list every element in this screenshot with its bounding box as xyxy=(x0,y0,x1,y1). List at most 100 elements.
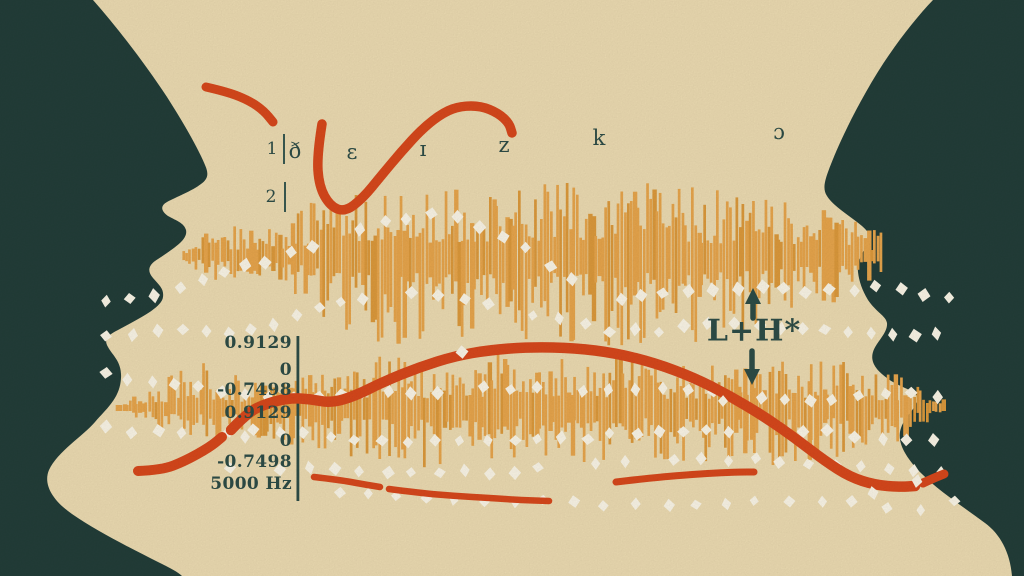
formant-diamond xyxy=(481,296,496,311)
waveform-bar xyxy=(804,398,807,433)
formant-diamond xyxy=(630,427,644,442)
waveform-bar xyxy=(514,212,517,322)
waveform-bar xyxy=(604,207,607,341)
waveform-bar xyxy=(703,205,706,275)
formant-diamond xyxy=(822,282,837,296)
waveform-bar xyxy=(870,250,873,261)
waveform-bar xyxy=(634,394,637,439)
waveform-bar xyxy=(529,379,532,434)
waveform-bar xyxy=(736,197,739,290)
waveform-bar xyxy=(316,221,319,269)
waveform-bar xyxy=(372,378,375,448)
waveform-bar xyxy=(361,231,365,286)
waveform-bar xyxy=(230,249,233,274)
waveform-bar xyxy=(548,371,552,431)
formant-diamond xyxy=(820,423,834,437)
formant-diamond xyxy=(817,495,827,508)
formant-diamond xyxy=(433,466,447,479)
waveform-bar xyxy=(790,224,793,308)
waveform-bar xyxy=(759,374,762,419)
formant-diamond xyxy=(357,387,369,399)
waveform-bar xyxy=(429,243,433,278)
waveform-bar xyxy=(813,233,816,282)
ipa-symbol-z: z xyxy=(498,133,509,157)
waveform-bar xyxy=(906,397,909,438)
formant-diamond xyxy=(482,434,494,448)
waveform-bar xyxy=(719,243,722,272)
waveform-bar xyxy=(400,196,403,277)
formant-diamond xyxy=(930,326,942,342)
waveform-bar xyxy=(663,395,666,459)
formant-diamond xyxy=(620,455,630,469)
formant-diamond xyxy=(555,430,568,446)
waveform-bar xyxy=(195,247,198,270)
waveform-bar xyxy=(727,378,730,461)
waveform-bar xyxy=(615,359,618,427)
formant-diamond xyxy=(375,434,389,447)
formant-diamond xyxy=(527,310,538,322)
waveform-bar xyxy=(214,243,217,280)
formant-diamond xyxy=(796,425,809,439)
waveform-bar xyxy=(419,233,422,339)
formant-diamond xyxy=(707,386,721,398)
formant-diamond xyxy=(303,460,315,476)
waveform-bar xyxy=(750,371,754,440)
waveform-bar xyxy=(502,242,505,283)
waveform-bar xyxy=(939,403,942,412)
waveform-bar xyxy=(781,362,784,457)
artwork-base-layer xyxy=(0,0,1024,576)
waveform-bar xyxy=(192,395,195,425)
formant-diamond xyxy=(869,279,882,293)
waveform-bar xyxy=(330,387,333,421)
waveform-bar xyxy=(430,392,433,426)
waveform-bar xyxy=(448,234,451,274)
waveform-bar xyxy=(538,372,541,428)
formant-diamond xyxy=(880,387,893,401)
amplitude-zero-label-1: 0 xyxy=(197,360,292,380)
waveform-bar xyxy=(740,392,743,428)
formant-diamond xyxy=(682,283,696,299)
formant-diamond xyxy=(314,302,326,314)
formant-diamond xyxy=(531,432,543,445)
waveform-bar xyxy=(221,238,224,262)
waveform-bar xyxy=(739,227,742,276)
waveform-bar xyxy=(307,244,310,275)
waveform-bar xyxy=(511,226,515,290)
waveform-bar xyxy=(682,366,685,461)
waveform-bar xyxy=(297,213,300,272)
waveform-bar xyxy=(588,214,592,295)
waveform-bar xyxy=(417,396,420,431)
formant-diamond xyxy=(404,386,417,401)
waveform-bar xyxy=(243,239,246,261)
waveform-bar xyxy=(202,237,205,263)
waveform-bar xyxy=(477,373,481,440)
formant-diamond xyxy=(520,242,531,254)
formant-diamond xyxy=(663,498,676,513)
waveform-bar xyxy=(859,393,862,438)
waveform-bar xyxy=(310,203,313,276)
waveform-bar xyxy=(369,387,372,419)
waveform-bar xyxy=(333,379,336,440)
formant-diamond xyxy=(634,288,648,303)
waveform-bar xyxy=(742,204,745,330)
formant-diamond xyxy=(932,390,943,405)
waveform-bar xyxy=(227,240,230,261)
waveform-bar xyxy=(378,357,381,459)
formant-diamond xyxy=(705,281,720,298)
waveform-bar xyxy=(778,371,781,460)
formant-diamond xyxy=(724,455,733,467)
formant-diamond xyxy=(177,324,190,336)
waveform-bar xyxy=(891,385,894,426)
waveform-bar xyxy=(350,390,353,457)
formant-diamond xyxy=(908,463,920,477)
waveform-bar xyxy=(483,229,486,275)
formant-diamond xyxy=(458,292,472,306)
formant-diamond xyxy=(916,287,932,303)
waveform-bar xyxy=(580,390,584,428)
waveform-bar xyxy=(746,395,749,441)
waveform-bar xyxy=(871,395,874,424)
waveform-bar xyxy=(590,391,593,431)
formant-diamond xyxy=(291,308,303,322)
formant-diamond xyxy=(326,431,337,443)
waveform-bar xyxy=(877,236,880,262)
